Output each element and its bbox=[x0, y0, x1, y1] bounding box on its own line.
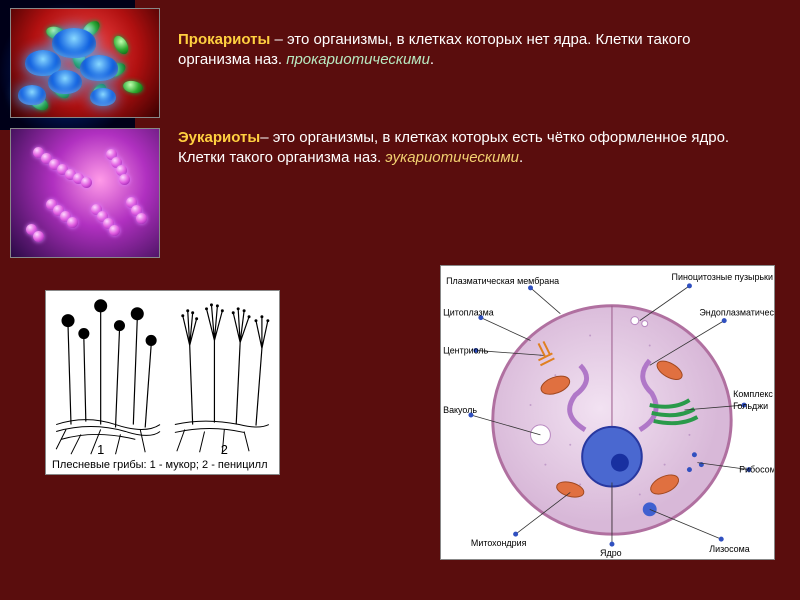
mold-fungi-diagram: 1 2 Плесневые грибы: 1 - мукор; 2 - пени… bbox=[45, 290, 280, 475]
prokaryote-em: прокариотическими bbox=[286, 51, 430, 68]
svg-text:Цитоплазма: Цитоплазма bbox=[443, 308, 494, 318]
svg-text:Вакуоль: Вакуоль bbox=[443, 405, 477, 415]
svg-text:Гольджи: Гольджи bbox=[733, 401, 768, 411]
svg-text:Рибосомы: Рибосомы bbox=[739, 465, 774, 475]
eukaryotic-cell-diagram: Плазматическая мембрана Цитоплазма Центр… bbox=[440, 265, 775, 560]
prokaryote-definition: Прокариоты – это организмы, в клетках ко… bbox=[178, 30, 738, 71]
svg-text:Плазматическая мембрана: Плазматическая мембрана bbox=[446, 276, 559, 286]
svg-text:Ядро: Ядро bbox=[600, 548, 622, 558]
svg-text:2: 2 bbox=[221, 442, 228, 457]
eukaryote-em: эукариотическими bbox=[385, 149, 519, 166]
svg-text:Комплекс Гольджи: Комплекс Гольджи bbox=[733, 389, 774, 399]
term-prokaryote: Прокариоты bbox=[178, 31, 270, 48]
svg-text:Митохондрия: Митохондрия bbox=[471, 538, 527, 548]
svg-text:1: 1 bbox=[97, 442, 104, 457]
streptococci-image bbox=[10, 128, 160, 258]
svg-text:Пиноцитозные пузырьки: Пиноцитозные пузырьки bbox=[672, 272, 773, 282]
mold-caption: Плесневые грибы: 1 - мукор; 2 - пеницилл bbox=[52, 459, 267, 471]
term-eukaryote: Эукариоты bbox=[178, 129, 260, 146]
eukaryote-definition: Эукариоты– это организмы, в клетках кото… bbox=[178, 128, 753, 169]
svg-text:Центриоль: Центриоль bbox=[443, 345, 488, 355]
svg-text:Эндоплазматическая сеть: Эндоплазматическая сеть bbox=[699, 308, 774, 318]
svg-text:Лизосома: Лизосома bbox=[709, 544, 749, 554]
